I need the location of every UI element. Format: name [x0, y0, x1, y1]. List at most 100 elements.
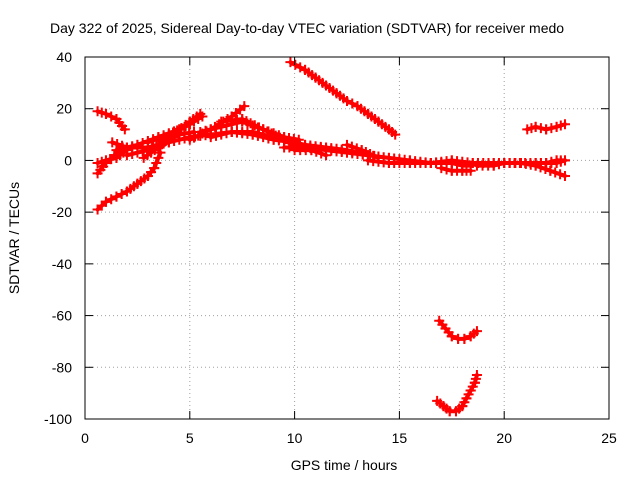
data-point-marker [541, 124, 552, 135]
y-tick-label: -40 [52, 256, 72, 272]
x-tick-label: 20 [496, 430, 512, 446]
series-track-4 [92, 145, 132, 169]
data-point-marker [149, 163, 160, 174]
x-tick-label: 10 [287, 430, 303, 446]
data-point-marker [100, 196, 111, 207]
series-track-28 [432, 370, 482, 417]
data-point-marker [119, 124, 130, 135]
series-track-16 [285, 57, 401, 140]
data-point-marker [452, 159, 463, 170]
data-point-marker [258, 124, 269, 135]
data-point-marker [488, 160, 499, 171]
data-point-marker [493, 159, 504, 170]
data-point-marker [148, 135, 159, 146]
series-track-25 [530, 155, 570, 169]
x-tick-label: 25 [601, 430, 617, 446]
data-point-marker [132, 147, 143, 158]
data-point-marker [197, 111, 208, 122]
data-point-marker [351, 143, 362, 154]
y-tick-label: -80 [52, 359, 72, 375]
data-point-marker [163, 134, 174, 145]
y-tick-label: -60 [52, 308, 72, 324]
plot-frame [84, 56, 610, 420]
data-point-marker [116, 189, 127, 200]
data-point-marker [471, 326, 482, 337]
data-point-marker [545, 165, 556, 176]
series-track-2 [92, 147, 166, 215]
axis-ticks: 0 5 10 15 20 25 -100 -80 -60 -40 -20 0 20 40 [44, 49, 617, 446]
data-point-marker [200, 125, 211, 136]
data-point-marker [216, 129, 227, 140]
series-track-20 [383, 152, 447, 169]
data-point-marker [221, 128, 232, 139]
x-axis-label: GPS time / hours [291, 457, 398, 473]
data-point-marker [169, 132, 180, 143]
data-point-marker [121, 150, 132, 161]
data-point-marker [346, 141, 357, 152]
data-point-marker [530, 121, 541, 132]
data-point-marker [106, 111, 117, 122]
data-point-marker [100, 155, 111, 166]
data-point-marker [142, 137, 153, 148]
data-point-marker [535, 123, 546, 134]
data-point-marker [559, 119, 570, 130]
data-point-marker [306, 145, 317, 156]
data-point-marker [316, 148, 327, 159]
data-point-marker [446, 158, 457, 169]
data-point-marker [311, 146, 322, 157]
data-point-marker [195, 126, 206, 137]
data-point-marker [342, 139, 352, 150]
data-point-marker [446, 331, 457, 342]
data-point-marker [268, 128, 279, 139]
data-point-marker [111, 145, 122, 156]
data-point-marker [293, 134, 304, 145]
data-point-marker [155, 147, 166, 158]
data-point-marker [151, 158, 162, 169]
data-point-marker [127, 148, 138, 159]
data-point-marker [559, 170, 570, 181]
data-point-marker [252, 128, 263, 139]
y-tick-label: 40 [56, 49, 72, 65]
x-tick-label: 15 [392, 430, 408, 446]
x-tick-label: 0 [81, 430, 89, 446]
data-point-marker [106, 194, 117, 205]
data-point-marker [555, 169, 566, 180]
data-point-marker [321, 150, 332, 161]
y-tick-label: 20 [56, 101, 72, 117]
data-point-marker [546, 156, 557, 167]
data-point-marker [106, 154, 117, 165]
data-point-marker [342, 95, 352, 106]
data-point-marker [111, 191, 122, 202]
series-track-9 [142, 111, 208, 148]
data-point-marker [390, 129, 401, 140]
series-track-1 [92, 106, 130, 135]
data-point-marker [273, 130, 284, 141]
y-axis-label: SDTVAR / TECUs [6, 182, 22, 294]
series-track-17 [289, 145, 332, 161]
series-track-23 [471, 158, 526, 171]
data-point-marker [550, 167, 561, 178]
x-tick-label: 5 [186, 430, 194, 446]
series-track-26 [522, 119, 570, 135]
data-point-marker [247, 126, 258, 137]
data-point-marker [541, 158, 552, 169]
data-point-marker [158, 137, 169, 148]
series-track-18 [342, 139, 384, 163]
data-point-marker [559, 155, 570, 166]
y-tick-label: -20 [52, 204, 72, 220]
series-track-22 [436, 158, 476, 171]
data-point-marker [239, 101, 250, 112]
data-point-marker [347, 98, 358, 109]
data-point-marker [205, 132, 216, 143]
data-point-marker [546, 123, 557, 134]
data-point-marker [107, 137, 118, 148]
y-tick-label: 0 [64, 152, 72, 168]
chart-title: Day 322 of 2025, Sidereal Day-to-day VTE… [50, 20, 564, 36]
data-point-marker [263, 126, 274, 137]
data-point-marker [116, 143, 127, 154]
y-tick-label: -100 [44, 411, 72, 427]
series-track-27 [434, 315, 482, 344]
data-point-marker [459, 333, 470, 344]
